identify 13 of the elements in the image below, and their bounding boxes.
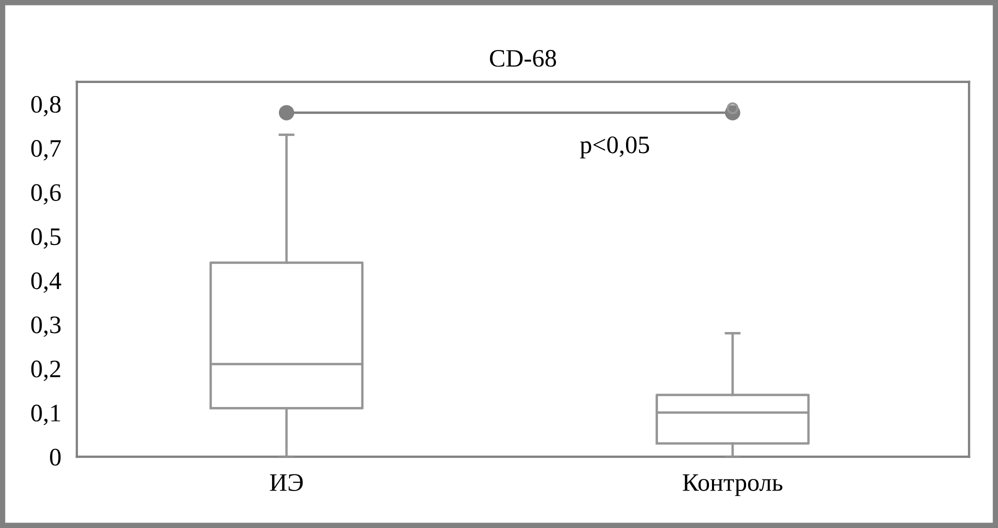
chart-title: CD-68 <box>490 50 556 67</box>
annotation: p<0,05 <box>580 136 650 158</box>
x-tick-label: ИЭ <box>270 474 303 491</box>
y-tick-label: 0,7 <box>31 140 61 161</box>
x-tick-label: Контроль <box>682 474 782 496</box>
y-tick-label: 0,2 <box>31 360 60 382</box>
y-tick-label: 0,3 <box>31 316 61 337</box>
y-tick-label: 0,4 <box>31 272 62 293</box>
y-tick-label: 0,1 <box>31 404 60 426</box>
y-tick-label: 0,5 <box>31 228 61 249</box>
y-tick-label: 0 <box>50 448 61 466</box>
y-tick-label: 0,6 <box>31 184 61 205</box>
y-tick-label: 0,8 <box>31 96 61 116</box>
